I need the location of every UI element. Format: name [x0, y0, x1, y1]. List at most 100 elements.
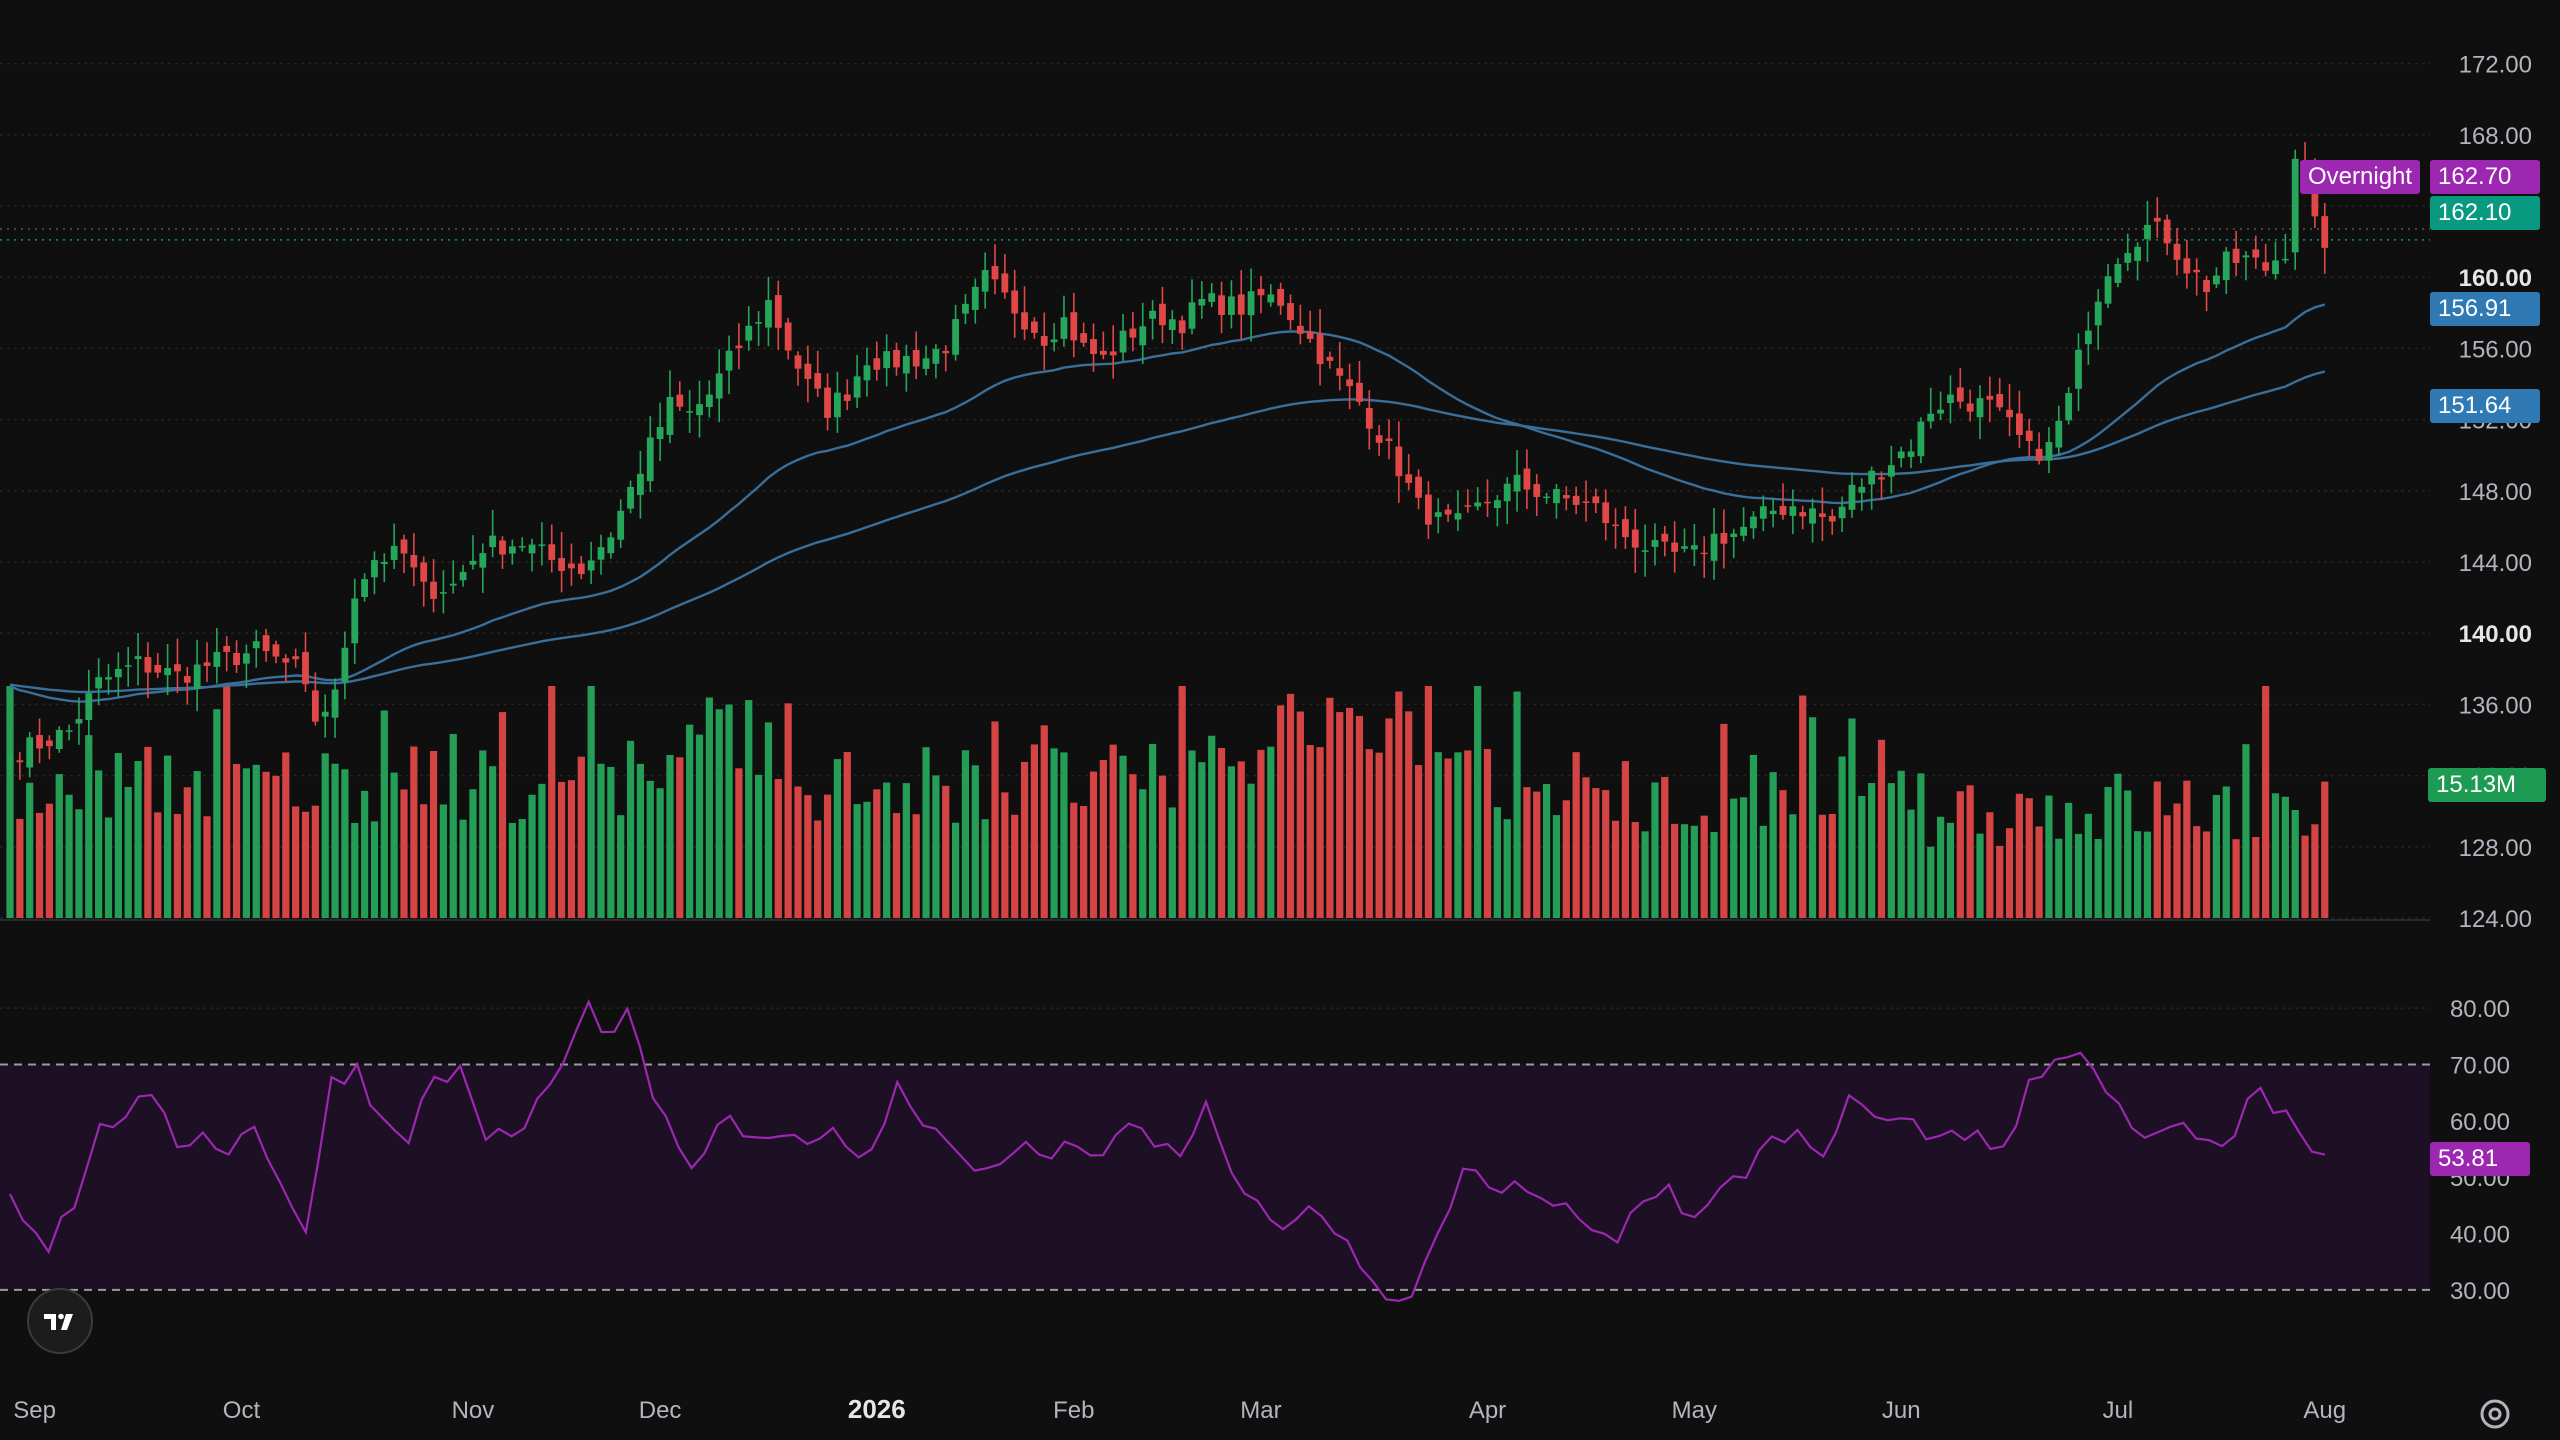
candle-body: [469, 560, 477, 565]
candle-body: [449, 583, 457, 586]
volume-bar: [1168, 807, 1176, 918]
candle-body: [1582, 501, 1590, 503]
candle-body: [1937, 409, 1944, 414]
candle-body: [341, 647, 349, 683]
candle-body: [1237, 294, 1245, 315]
volume-bar: [262, 771, 270, 918]
candle-body: [2272, 260, 2279, 275]
volume-bar: [2242, 744, 2250, 918]
candle-body: [1661, 533, 1669, 542]
volume-bar: [666, 755, 674, 918]
candle-body: [1198, 298, 1206, 306]
volume-bar: [1690, 825, 1698, 918]
candle-body: [1464, 505, 1472, 507]
volume-bar: [1139, 789, 1147, 918]
volume-bar: [1552, 815, 1561, 918]
candle-body: [16, 760, 24, 763]
volume-bar: [1700, 815, 1708, 918]
candle-body: [1188, 302, 1196, 329]
volume-bar: [370, 821, 379, 918]
volume-bar: [2055, 838, 2063, 918]
price-tick-label: 128.00: [2459, 835, 2532, 862]
volume-bar: [1395, 691, 1403, 918]
volume-bar: [1937, 816, 1945, 918]
volume-bar: [1080, 806, 1088, 918]
volume-bar: [311, 805, 319, 918]
volume-bar: [2065, 802, 2073, 918]
rsi-line: [9, 999, 2326, 1303]
candle-body: [2094, 301, 2102, 326]
volume-bar: [1365, 749, 1373, 918]
candle-body: [1947, 394, 1954, 404]
volume-bar: [942, 785, 950, 918]
candle-body: [1208, 293, 1216, 302]
chart-settings-icon[interactable]: [2475, 1394, 2515, 1434]
volume-bar: [577, 756, 585, 918]
volume-bar: [1671, 823, 1679, 918]
candle-body: [627, 486, 634, 509]
volume-bar: [1779, 790, 1787, 918]
volume-bar: [1316, 747, 1324, 918]
volume-bar: [528, 794, 536, 918]
price-tick-label: 148.00: [2459, 479, 2532, 506]
volume-bar: [1966, 785, 1974, 918]
volume-bar: [1306, 745, 1314, 918]
volume-bar: [1710, 832, 1718, 918]
candle-body: [1572, 495, 1580, 505]
volume-bar: [1838, 756, 1846, 918]
time-tick-label: May: [1672, 1397, 1717, 1424]
ema-short-badge: 156.91: [2430, 292, 2540, 326]
candle-body: [1296, 325, 1304, 334]
candle-body: [2104, 276, 2112, 304]
volume-bar: [1877, 739, 1886, 918]
volume-bar: [1789, 814, 1797, 918]
candle-body: [164, 667, 171, 676]
volume-bar: [735, 768, 743, 918]
candle-body: [410, 555, 418, 568]
volume-bar: [558, 781, 566, 918]
volume-bar: [2094, 838, 2102, 918]
volume-bar: [1198, 762, 1206, 918]
candle-body: [1277, 288, 1285, 306]
candle-body: [893, 350, 900, 368]
volume-bar: [85, 735, 93, 918]
candle-body: [1553, 488, 1560, 504]
volume-bar: [183, 787, 191, 918]
candle-body: [1484, 501, 1491, 504]
candle-body: [2222, 251, 2230, 281]
candle-body: [302, 652, 309, 685]
candle-body: [1631, 529, 1639, 548]
candle-body: [1395, 446, 1403, 477]
rsi-tick-label: 40.00: [2450, 1222, 2510, 1249]
candle-body: [1159, 303, 1166, 326]
volume-bar: [1296, 711, 1304, 918]
volume-bar: [1868, 783, 1876, 918]
volume-bar: [1976, 833, 1984, 918]
tradingview-logo[interactable]: [27, 1288, 93, 1354]
volume-bar: [1099, 759, 1107, 918]
volume-bar: [2301, 835, 2309, 918]
volume-bar: [361, 790, 369, 918]
volume-bar: [439, 804, 447, 918]
candle-body: [55, 729, 63, 750]
candle-body: [1218, 295, 1225, 315]
candle-body: [1434, 512, 1442, 517]
volume-bar: [607, 766, 615, 918]
candle-body: [922, 358, 930, 369]
volume-bar: [1641, 831, 1649, 918]
volume-bar: [1749, 754, 1758, 918]
candle-body: [745, 325, 753, 341]
volume-bar: [1336, 712, 1344, 918]
volume-bar: [1572, 752, 1580, 918]
volume-bar: [853, 804, 861, 918]
candle-body: [1878, 477, 1885, 480]
candle-body: [1090, 339, 1097, 354]
time-axis[interactable]: Sep Oct Nov Dec 2026 Feb Mar Apr May Jun Jul Aug: [13, 1394, 2346, 1424]
volume-bar: [883, 782, 891, 918]
candle-body: [2075, 349, 2082, 389]
candle-body: [902, 356, 910, 374]
volume-bar: [1602, 790, 1610, 918]
volume-bars: [6, 686, 2329, 918]
volume-bar: [705, 697, 713, 918]
